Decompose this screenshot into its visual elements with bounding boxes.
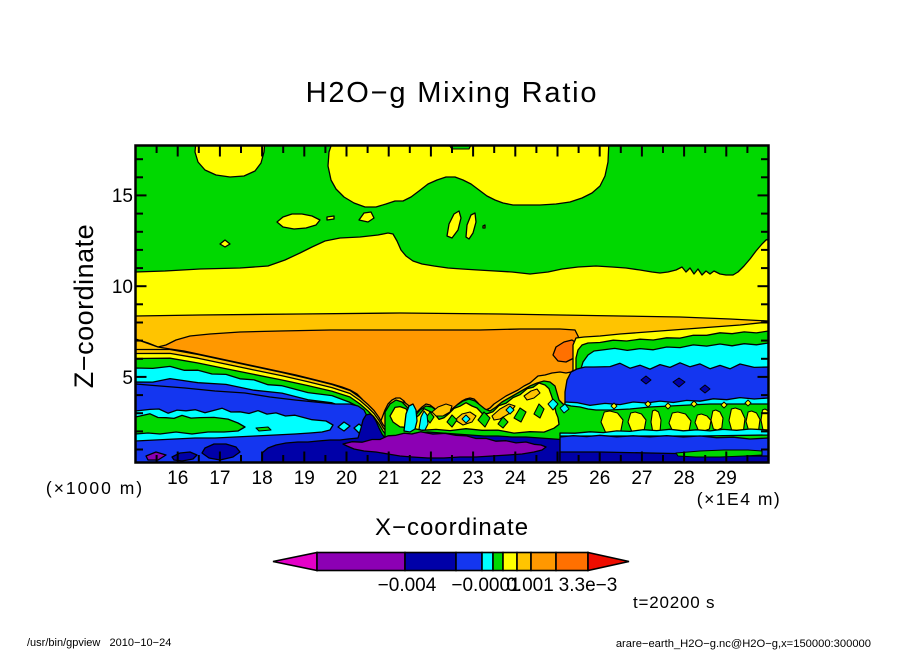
svg-text:18: 18 xyxy=(252,468,273,489)
svg-text:20: 20 xyxy=(336,468,357,489)
svg-text:Z−coordinate: Z−coordinate xyxy=(69,224,99,388)
svg-text:(×1E4 m): (×1E4 m) xyxy=(697,489,781,509)
svg-text:24: 24 xyxy=(505,468,527,489)
svg-text:H2O−g Mixing Ratio: H2O−g Mixing Ratio xyxy=(306,77,599,109)
svg-text:25: 25 xyxy=(547,468,568,489)
svg-text:/usr/bin/gpview 2010−10−24: /usr/bin/gpview 2010−10−24 xyxy=(27,637,171,649)
svg-text:21: 21 xyxy=(378,468,399,489)
svg-text:16: 16 xyxy=(167,468,188,489)
svg-text:−0.0001: −0.0001 xyxy=(451,575,520,596)
svg-text:22: 22 xyxy=(420,468,441,489)
svg-text:28: 28 xyxy=(674,468,695,489)
svg-text:3.3e−3: 3.3e−3 xyxy=(559,575,618,596)
svg-text:26: 26 xyxy=(589,468,610,489)
svg-text:29: 29 xyxy=(716,468,737,489)
svg-text:X−coordinate: X−coordinate xyxy=(375,514,529,541)
svg-text:23: 23 xyxy=(463,468,484,489)
svg-text:27: 27 xyxy=(631,468,652,489)
svg-text:−0.004: −0.004 xyxy=(378,575,437,596)
svg-text:arare−earth_H2O−g.nc@H2O−g,x=1: arare−earth_H2O−g.nc@H2O−g,x=150000:3000… xyxy=(616,638,871,650)
svg-text:5: 5 xyxy=(122,368,133,389)
svg-text:(×1000 m): (×1000 m) xyxy=(46,478,144,498)
svg-text:19: 19 xyxy=(294,468,315,489)
svg-text:0.001: 0.001 xyxy=(506,575,554,596)
svg-text:10: 10 xyxy=(112,277,133,298)
svg-text:15: 15 xyxy=(112,186,133,207)
svg-text:17: 17 xyxy=(209,468,230,489)
svg-text:t=20200 s: t=20200 s xyxy=(633,593,715,612)
